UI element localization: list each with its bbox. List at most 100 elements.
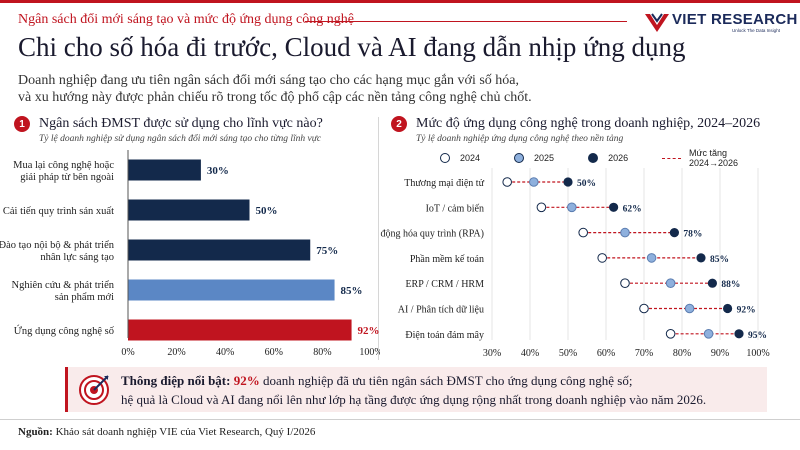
dumbbell-category-label: Thương mại điện tử [404, 178, 484, 189]
bar-category-label-line: sản phẩm mới [55, 292, 114, 303]
legend-label-connector: Mức tăng 2024→2026 [689, 148, 739, 168]
legend-marker-2025 [514, 153, 525, 163]
bar-x-tick-label: 100% [359, 347, 380, 358]
page-title: Chi cho số hóa đi trước, Cloud và AI đan… [18, 32, 686, 62]
footer-source: Khảo sát doanh nghiệp VIE của Viet Resea… [55, 426, 316, 438]
point-2025 [529, 177, 539, 187]
dumbbell-x-tick-label: 30% [483, 348, 501, 359]
bar [128, 279, 335, 301]
dumbbell-x-tick-label: 70% [635, 348, 653, 359]
section-1-badge: 1 [14, 116, 30, 132]
legend-marker-connector [662, 157, 681, 159]
point-2025 [567, 202, 577, 213]
dumbbell-x-tick-label: 100% [746, 348, 769, 359]
dumbbell-value-label: 92% [737, 306, 756, 316]
section-1-title: Ngân sách ĐMST được sử dụng cho lĩnh vực… [39, 116, 323, 131]
legend-marker-2026 [588, 153, 599, 163]
bar-value-label: 92% [358, 325, 380, 337]
legend-label-2024: 2024 [460, 153, 481, 163]
point-2024 [620, 278, 630, 288]
dumbbell-value-label: 88% [721, 280, 740, 290]
bar [128, 199, 250, 221]
bar [128, 319, 352, 341]
brand-logo [645, 13, 669, 32]
callout-label: Thông điệp nổi bật: [121, 373, 231, 388]
dumbbell-category-label: Phần mềm kế toán [410, 254, 484, 265]
point-2026 [609, 202, 619, 212]
dumbbell-category-label: Tự động hóa quy trình (RPA) [380, 229, 484, 240]
point-2024 [578, 227, 588, 238]
kicker: Ngân sách đổi mới sáng tạo và mức độ ứng… [18, 12, 354, 27]
callout-line-2: hệ quả là Cloud và AI đang nổi lên như l… [121, 392, 707, 407]
bar-category-label-line: nhân lực sáng tạo [40, 252, 114, 263]
legend-item-2026: 2026 [588, 153, 628, 163]
bar-category-label: Cải tiến quy trình sản xuất [3, 206, 114, 217]
top-accent-rule [0, 0, 800, 3]
bar-category-label: Đào tạo nội bộ & phát triển nhân lực sáng… [0, 240, 115, 263]
bar-value-label: 30% [207, 165, 229, 177]
point-2024 [665, 329, 676, 339]
dumbbell-x-tick-label: 60% [597, 348, 615, 359]
dumbbell-category-label: Điện toán đám mây [405, 330, 484, 341]
dumbbell-category-label: IoT / cảm biến [426, 203, 484, 214]
dumbbell-x-tick-label: 80% [673, 348, 691, 359]
point-2024 [639, 303, 649, 314]
legend-marker-2024 [440, 153, 450, 163]
section-2-subtitle: Tỷ lệ doanh nghiệp ứng dụng công nghệ th… [416, 134, 624, 144]
brand-name: VIET RESEARCH [672, 11, 798, 28]
brand-tagline: Unlock The Data Insight [732, 28, 780, 33]
point-2026 [707, 278, 717, 288]
dumbbell-value-label: 78% [683, 230, 702, 240]
legend-item-2025: 2025 [514, 153, 554, 163]
bar-x-tick-label: 40% [216, 347, 234, 358]
callout-line-1-text: doanh nghiệp đã ưu tiên ngân sách ĐMST c… [262, 373, 633, 388]
point-2025 [620, 227, 630, 238]
section-2-badge: 2 [391, 116, 407, 132]
subtitle-line-2: và xu hướng này được phản chiếu rõ trong… [18, 90, 532, 105]
bar-category-label-line: Nghiên cứu & phát triển [12, 280, 115, 291]
bar-category-label: Nghiên cứu & phát triển sản phẩm mới [12, 280, 115, 303]
bar-x-tick-label: 20% [167, 347, 185, 358]
dumbbell-value-label: 95% [748, 331, 767, 341]
dumbbell-category-label: ERP / CRM / HRM [405, 279, 484, 290]
point-2026 [669, 228, 679, 238]
point-2024 [536, 202, 547, 213]
dumbbell-value-label: 50% [577, 179, 596, 189]
dumbbell-x-tick-label: 50% [559, 348, 577, 359]
point-2025 [684, 303, 695, 314]
bar-category-label-line: Ứng dụng công nghệ số [14, 325, 115, 337]
footer-rule [0, 419, 800, 420]
bar-category-label-line: Mua lại công nghệ hoặc [13, 160, 114, 171]
dumbbell-chart: 30% 40% 50% 60% 70% 80% 90% 100% Thương mại điện… [380, 168, 770, 359]
dumbbell-x-tick-label: 40% [521, 348, 539, 359]
bar-value-label: 75% [316, 245, 338, 257]
subtitle-line-1: Doanh nghiệp đang ưu tiên ngân sách đổi … [18, 73, 519, 88]
legend-item-2024: 2024 [440, 153, 480, 163]
bar-value-label: 85% [341, 285, 363, 297]
point-2025 [703, 329, 714, 339]
section-1-subtitle: Tỷ lệ doanh nghiệp sử dụng ngân sách đổi… [39, 134, 322, 144]
section-2-title: Mức độ ứng dụng công nghệ trong doanh ng… [416, 116, 761, 131]
point-2026 [696, 253, 706, 263]
kicker-rule [305, 21, 627, 22]
section-1-header: 1 Ngân sách ĐMST được sử dụng cho lĩnh v… [14, 116, 323, 132]
bar-category-label-line: Cải tiến quy trình sản xuất [3, 206, 114, 217]
point-2025 [665, 278, 676, 288]
bar-category-label-line: Đào tạo nội bộ & phát triển [0, 240, 115, 251]
target-icon [79, 375, 109, 405]
bar-value-label: 50% [256, 205, 278, 217]
legend-label-2025: 2025 [534, 153, 555, 163]
callout-line-1: Thông điệp nổi bật: 92% doanh nghiệp đã … [121, 373, 632, 389]
point-2026 [734, 329, 744, 339]
legend-item-connector: Mức tăng 2024→2026 [662, 148, 766, 168]
dumbbell-category-label: AI / Phân tích dữ liệu [398, 305, 484, 316]
bar [128, 159, 201, 181]
bar-category-label-line: giải pháp từ bên ngoài [20, 172, 114, 183]
footer-label: Nguồn: [18, 426, 53, 438]
bar [128, 239, 311, 261]
point-2024 [597, 253, 607, 263]
bar-category-label: Ứng dụng công nghệ số [14, 325, 115, 337]
point-2026 [723, 303, 733, 314]
callout-highlight: 92% [233, 373, 260, 388]
bar-category-label: Mua lại công nghệ hoặc giải pháp từ bên n… [13, 160, 114, 183]
